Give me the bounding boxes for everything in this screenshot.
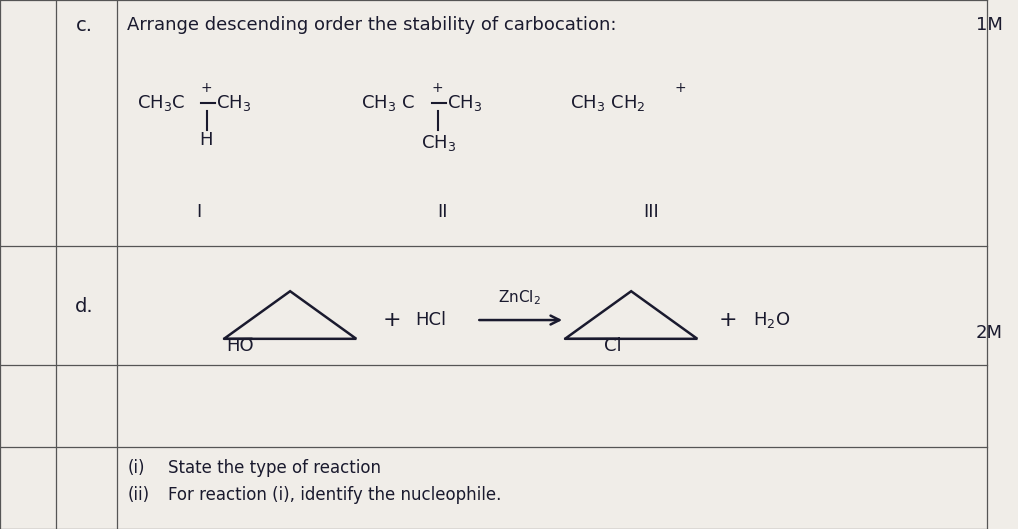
Text: H$_2$O: H$_2$O — [753, 310, 791, 330]
Text: Cl: Cl — [604, 338, 621, 355]
Text: $\mathsf{H}$: $\mathsf{H}$ — [199, 131, 212, 149]
Text: d.: d. — [75, 297, 94, 316]
Text: HCl: HCl — [415, 311, 447, 329]
Text: ZnCl$_2$: ZnCl$_2$ — [498, 288, 541, 307]
Text: $\mathsf{+}$: $\mathsf{+}$ — [674, 81, 686, 95]
Text: For reaction (i), identify the nucleophile.: For reaction (i), identify the nucleophi… — [168, 486, 501, 504]
Text: $\mathsf{+}$: $\mathsf{+}$ — [431, 81, 443, 95]
Text: $\mathsf{CH_3C}$: $\mathsf{CH_3C}$ — [137, 93, 186, 113]
Text: (ii): (ii) — [127, 486, 150, 504]
Text: +: + — [719, 310, 737, 330]
Text: c.: c. — [76, 16, 93, 35]
Text: 2M: 2M — [975, 324, 1003, 342]
Text: 1M: 1M — [976, 16, 1003, 34]
Text: I: I — [195, 203, 202, 221]
Text: III: III — [643, 203, 660, 221]
Text: II: II — [438, 203, 448, 221]
Text: $\mathsf{CH_3}$: $\mathsf{CH_3}$ — [421, 133, 457, 153]
Text: (i): (i) — [127, 459, 145, 477]
Text: $\mathsf{+}$: $\mathsf{+}$ — [200, 81, 212, 95]
Text: $\mathsf{CH_3\ CH_2}$: $\mathsf{CH_3\ CH_2}$ — [570, 93, 645, 113]
Text: State the type of reaction: State the type of reaction — [168, 459, 381, 477]
Text: +: + — [383, 310, 401, 330]
Text: Arrange descending order the stability of carbocation:: Arrange descending order the stability o… — [127, 16, 617, 34]
Text: $\mathsf{CH_3}$: $\mathsf{CH_3}$ — [447, 93, 483, 113]
Text: $\mathsf{CH_3\ C}$: $\mathsf{CH_3\ C}$ — [361, 93, 415, 113]
Text: $\mathsf{CH_3}$: $\mathsf{CH_3}$ — [216, 93, 251, 113]
Text: HO: HO — [226, 338, 253, 355]
